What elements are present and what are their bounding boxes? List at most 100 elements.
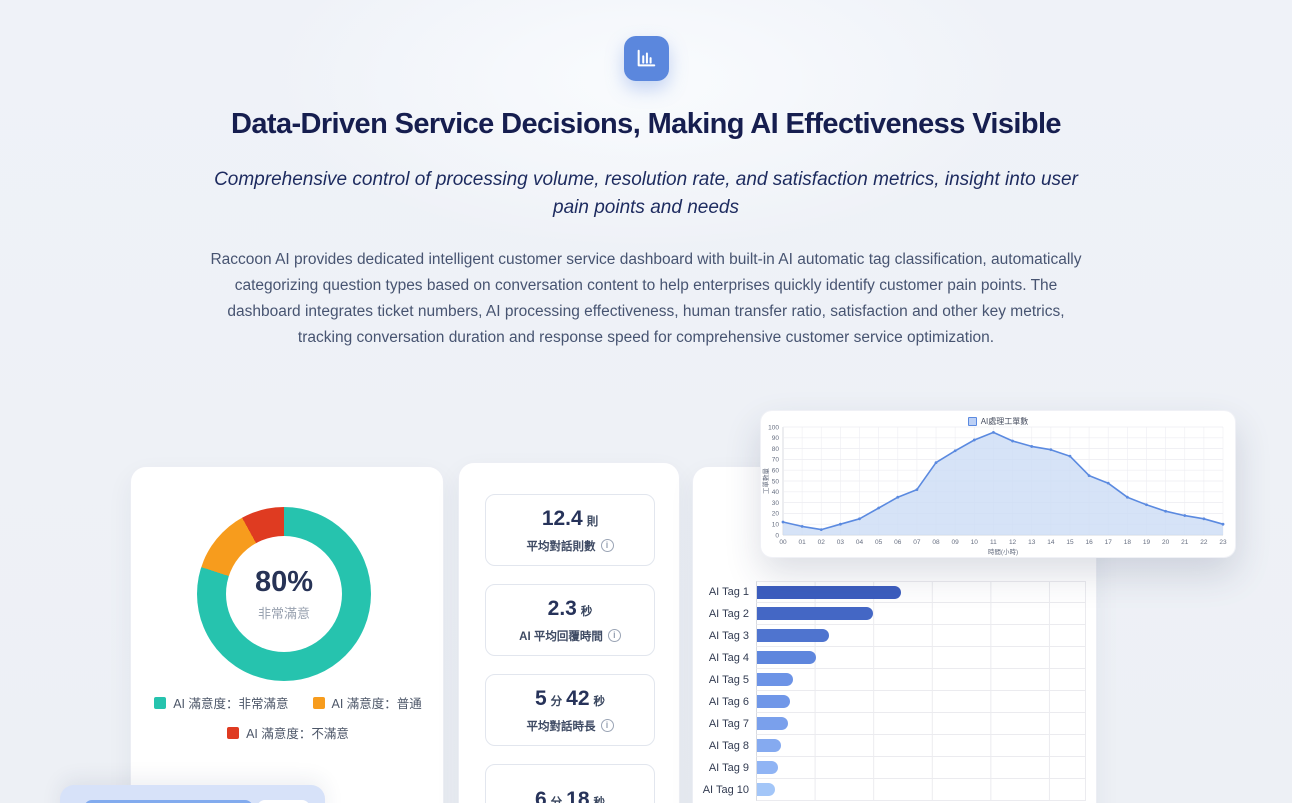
- svg-text:19: 19: [1143, 539, 1151, 546]
- svg-text:100: 100: [768, 424, 779, 431]
- svg-text:60: 60: [772, 468, 780, 475]
- svg-text:時間(小時): 時間(小時): [988, 547, 1018, 556]
- svg-text:0: 0: [775, 532, 779, 539]
- bar-category-label: AI Tag 8: [708, 740, 749, 752]
- bar-category-label: AI Tag 3: [708, 630, 749, 642]
- info-icon[interactable]: i: [600, 539, 614, 552]
- page-subtitle: Comprehensive control of processing volu…: [214, 169, 1078, 218]
- stat-unit: 分: [550, 797, 563, 803]
- stat-unit: 秒: [593, 797, 606, 803]
- svg-text:20: 20: [772, 511, 780, 518]
- stat-label: 平均對話則數 i: [527, 538, 614, 554]
- svg-text:07: 07: [913, 539, 921, 546]
- stat-box: 5 分 42 秒平均對話時長 i: [485, 674, 655, 746]
- svg-text:12: 12: [1009, 539, 1017, 546]
- svg-text:13: 13: [1028, 539, 1036, 546]
- stat-number: 2.3: [547, 596, 577, 620]
- stat-value: 5 分 42 秒: [535, 687, 605, 711]
- donut-center-value: 80%: [254, 566, 314, 598]
- bar[interactable]: [757, 739, 781, 752]
- bar-track: [756, 581, 1086, 603]
- bar-track: [756, 669, 1086, 691]
- series-legend-label: AI處理工單數: [980, 417, 1029, 426]
- bar-category-label: AI Tag 9: [708, 762, 749, 774]
- bar-row: AI Tag 4: [693, 647, 1086, 669]
- donut-legend: AI 滿意度：非常滿意 AI 滿意度：普通 AI 滿意度：不滿意: [141, 693, 435, 742]
- area-chart-legend[interactable]: AI處理工單數: [761, 416, 1235, 427]
- bar-track: [756, 691, 1086, 713]
- widget-blue-bar: [84, 800, 253, 803]
- svg-text:15: 15: [1066, 539, 1074, 546]
- svg-text:21: 21: [1181, 539, 1189, 546]
- bar[interactable]: [757, 629, 830, 642]
- chat-widget-peek: [60, 785, 325, 803]
- hero: Data-Driven Service Decisions, Making AI…: [0, 0, 1292, 351]
- bar[interactable]: [757, 673, 793, 686]
- stat-box: 2.3 秒 AI 平均回覆時間 i: [485, 584, 655, 656]
- stat-value: 6 分 18 秒: [535, 788, 605, 803]
- info-icon[interactable]: i: [607, 629, 621, 642]
- bar-row: AI Tag 7: [693, 713, 1086, 735]
- bar-category-label: AI Tag 1: [708, 586, 749, 598]
- series-legend-icon: [967, 417, 977, 426]
- svg-text:08: 08: [932, 539, 940, 546]
- bar-category-label: AI Tag 10: [702, 784, 749, 796]
- svg-text:40: 40: [772, 489, 780, 496]
- legend-label: AI 滿意度：不滿意: [246, 727, 349, 741]
- donut-legend-item[interactable]: AI 滿意度：非常滿意: [154, 693, 289, 712]
- bar[interactable]: [757, 651, 817, 664]
- bar[interactable]: [757, 586, 902, 599]
- stat-unit: 分: [550, 695, 563, 708]
- stat-box: 6 分 18 秒: [485, 764, 655, 803]
- bar[interactable]: [757, 607, 874, 620]
- bar-track: [756, 735, 1086, 757]
- svg-text:09: 09: [952, 539, 960, 546]
- bar-category-label: AI Tag 6: [708, 696, 749, 708]
- metrics-list: 12.4 則平均對話則數 i 2.3 秒 AI 平均回覆時間 i 5 分 42 秒平均對話時長 i 6 分…: [485, 494, 655, 803]
- svg-text:80: 80: [772, 446, 780, 453]
- bar-row: AI Tag 9: [693, 757, 1086, 779]
- stat-box: 12.4 則平均對話則數 i: [485, 494, 655, 566]
- svg-text:18: 18: [1124, 539, 1132, 546]
- bar-row: AI Tag 3: [693, 625, 1086, 647]
- stat-number: 42: [566, 686, 590, 710]
- bar-row: AI Tag 2: [693, 603, 1086, 625]
- page-description: Raccoon AI provides dedicated intelligen…: [210, 251, 1082, 346]
- stat-number: 18: [566, 788, 590, 803]
- bar-category-label: AI Tag 7: [708, 718, 749, 730]
- donut-legend-item[interactable]: AI 滿意度：普通: [312, 693, 422, 712]
- bar-row: AI Tag 10: [693, 779, 1086, 801]
- svg-text:23: 23: [1219, 539, 1227, 546]
- page-title: Data-Driven Service Decisions, Making AI…: [231, 108, 1062, 140]
- svg-text:90: 90: [772, 435, 780, 442]
- svg-text:50: 50: [772, 478, 780, 485]
- bar[interactable]: [757, 717, 788, 730]
- svg-text:16: 16: [1085, 539, 1093, 546]
- bar[interactable]: [757, 695, 791, 708]
- widget-white-bar: [257, 800, 310, 803]
- bar-category-label: AI Tag 5: [708, 674, 749, 686]
- metrics-card: 12.4 則平均對話則數 i 2.3 秒 AI 平均回覆時間 i 5 分 42 秒平均對話時長 i 6 分…: [458, 462, 680, 803]
- svg-text:20: 20: [1162, 539, 1170, 546]
- stat-label-text: 平均對話時長: [526, 720, 596, 733]
- stat-number: 6: [534, 788, 547, 803]
- svg-text:01: 01: [799, 539, 807, 546]
- bar[interactable]: [757, 783, 775, 796]
- bar[interactable]: [757, 761, 779, 774]
- satisfaction-donut-chart: 80% 非常滿意: [197, 507, 371, 681]
- svg-text:30: 30: [772, 500, 780, 507]
- info-icon[interactable]: i: [600, 719, 614, 732]
- legend-label: AI 滿意度：普通: [331, 697, 422, 711]
- bar-chart-glyph: [637, 49, 656, 66]
- donut-legend-item[interactable]: AI 滿意度：不滿意: [227, 723, 349, 742]
- donut-center-label: 非常滿意: [257, 606, 310, 621]
- svg-text:10: 10: [971, 539, 979, 546]
- stat-label: 平均對話時長 i: [527, 718, 614, 734]
- bar-chart-icon: [623, 36, 669, 81]
- legend-swatch-icon: [312, 696, 325, 709]
- svg-text:10: 10: [772, 522, 780, 529]
- bar-track: [756, 779, 1086, 801]
- bar-row: AI Tag 1: [693, 581, 1086, 603]
- legend-label: AI 滿意度：非常滿意: [173, 697, 289, 711]
